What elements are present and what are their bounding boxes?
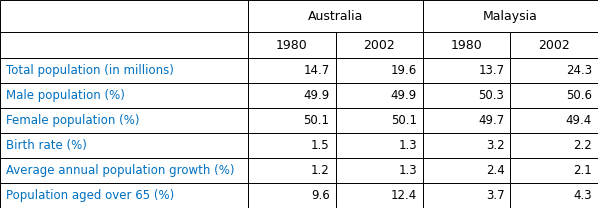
Text: 1.5: 1.5: [311, 139, 329, 152]
Text: 3.2: 3.2: [486, 139, 505, 152]
Text: 19.6: 19.6: [391, 64, 417, 77]
Bar: [423, 83, 511, 108]
Bar: [423, 32, 511, 58]
Text: 1.3: 1.3: [398, 139, 417, 152]
Text: Female population (%): Female population (%): [6, 114, 139, 127]
Bar: [248, 108, 335, 133]
Bar: [248, 158, 335, 183]
Bar: [335, 133, 423, 158]
Text: Birth rate (%): Birth rate (%): [6, 139, 87, 152]
Text: 24.3: 24.3: [566, 64, 592, 77]
Bar: [335, 83, 423, 108]
Text: 1.3: 1.3: [398, 164, 417, 177]
Bar: [423, 108, 511, 133]
Bar: [0, 0, 248, 32]
Bar: [511, 133, 598, 158]
Bar: [248, 83, 335, 108]
Bar: [0, 133, 248, 158]
Text: 14.7: 14.7: [303, 64, 329, 77]
Text: 50.1: 50.1: [391, 114, 417, 127]
Bar: [335, 158, 423, 183]
Text: 49.9: 49.9: [303, 89, 329, 102]
Bar: [335, 183, 423, 208]
Text: 9.6: 9.6: [311, 189, 329, 202]
Bar: [248, 183, 335, 208]
Bar: [335, 58, 423, 83]
Text: Average annual population growth (%): Average annual population growth (%): [6, 164, 234, 177]
Text: 1.2: 1.2: [311, 164, 329, 177]
Bar: [248, 32, 335, 58]
Text: 1980: 1980: [276, 39, 308, 52]
Bar: [0, 158, 248, 183]
Bar: [0, 108, 248, 133]
Text: 4.3: 4.3: [573, 189, 592, 202]
Text: Male population (%): Male population (%): [6, 89, 125, 102]
Text: 2.4: 2.4: [486, 164, 505, 177]
Text: 50.3: 50.3: [478, 89, 505, 102]
Text: Population aged over 65 (%): Population aged over 65 (%): [6, 189, 174, 202]
Bar: [248, 58, 335, 83]
Bar: [0, 32, 248, 58]
Bar: [248, 133, 335, 158]
Bar: [0, 183, 248, 208]
Bar: [335, 108, 423, 133]
Text: 12.4: 12.4: [391, 189, 417, 202]
Text: Total population (in millions): Total population (in millions): [6, 64, 174, 77]
Bar: [423, 183, 511, 208]
Bar: [511, 58, 598, 83]
Text: 2.1: 2.1: [573, 164, 592, 177]
Bar: [511, 183, 598, 208]
Text: 49.7: 49.7: [478, 114, 505, 127]
Bar: [335, 32, 423, 58]
Bar: [423, 133, 511, 158]
Text: 50.1: 50.1: [304, 114, 329, 127]
Bar: [423, 58, 511, 83]
Text: 3.7: 3.7: [486, 189, 505, 202]
Bar: [423, 0, 598, 32]
Text: Australia: Australia: [308, 10, 364, 23]
Text: 2002: 2002: [364, 39, 395, 52]
Text: 49.9: 49.9: [391, 89, 417, 102]
Bar: [511, 83, 598, 108]
Text: 2002: 2002: [538, 39, 570, 52]
Text: 1980: 1980: [451, 39, 483, 52]
Text: 13.7: 13.7: [478, 64, 505, 77]
Bar: [511, 158, 598, 183]
Bar: [0, 83, 248, 108]
Bar: [248, 0, 423, 32]
Bar: [0, 58, 248, 83]
Text: Malaysia: Malaysia: [483, 10, 538, 23]
Text: 49.4: 49.4: [566, 114, 592, 127]
Bar: [423, 158, 511, 183]
Bar: [511, 32, 598, 58]
Text: 2.2: 2.2: [573, 139, 592, 152]
Text: 50.6: 50.6: [566, 89, 592, 102]
Bar: [511, 108, 598, 133]
